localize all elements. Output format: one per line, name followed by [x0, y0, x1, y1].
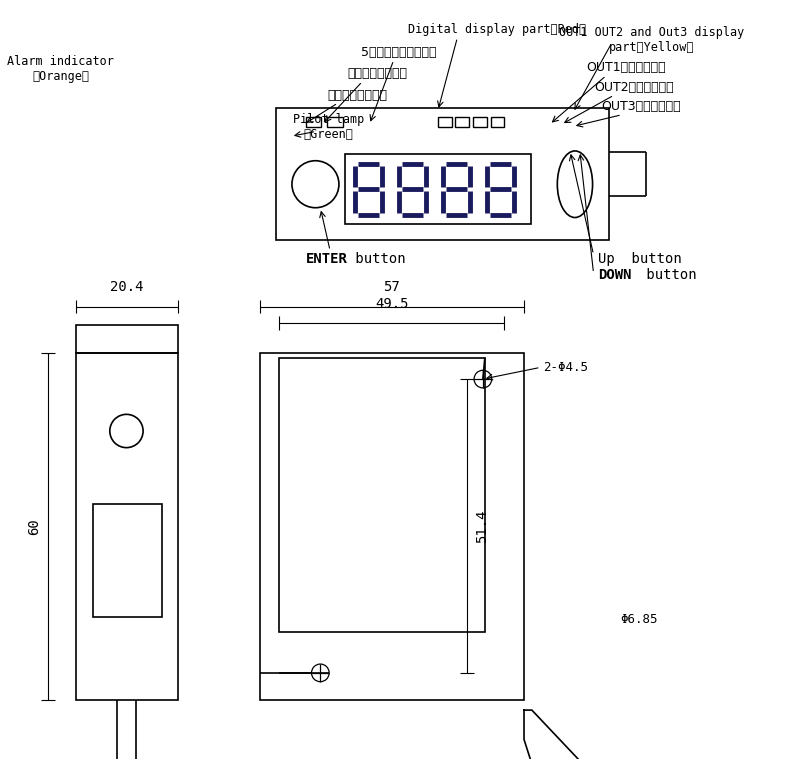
Text: 57: 57 — [384, 280, 400, 294]
Bar — [259, 353, 524, 700]
Text: 報警指示燈（橙）: 報警指示燈（橙） — [347, 67, 407, 80]
Bar — [473, 117, 486, 127]
Text: Alarm indicator: Alarm indicator — [7, 55, 114, 68]
Text: button: button — [347, 252, 406, 265]
Text: OUT2顯示部（黃）: OUT2顯示部（黃） — [594, 81, 674, 94]
Text: 5位數字顯示部（紅）: 5位數字顯示部（紅） — [361, 45, 436, 58]
Bar — [456, 117, 469, 127]
Bar — [327, 117, 343, 127]
Text: OUT3顯示部（黃）: OUT3顯示部（黃） — [602, 100, 681, 114]
Text: button: button — [638, 268, 696, 282]
Text: Up  button: Up button — [599, 252, 682, 265]
Text: Pilot lamp: Pilot lamp — [292, 113, 364, 126]
Bar — [75, 353, 179, 700]
Bar — [280, 357, 485, 632]
Text: 20.4: 20.4 — [110, 280, 144, 294]
Text: （Green）: （Green） — [303, 128, 353, 141]
Text: part（Yellow）: part（Yellow） — [608, 41, 694, 54]
Text: DOWN: DOWN — [599, 268, 632, 282]
Text: 51.4: 51.4 — [475, 509, 489, 543]
Text: （Orange）: （Orange） — [32, 70, 90, 83]
Bar — [305, 117, 322, 127]
Bar — [438, 117, 452, 127]
Bar — [75, 325, 179, 353]
Text: 60: 60 — [27, 518, 41, 535]
Text: 49.5: 49.5 — [375, 297, 409, 311]
Text: OUT1 OUT2 and Out3 display: OUT1 OUT2 and Out3 display — [558, 26, 744, 39]
Bar — [345, 154, 531, 225]
Text: Digital display part（Red）: Digital display part（Red） — [407, 23, 586, 36]
Text: 2-Φ4.5: 2-Φ4.5 — [544, 360, 588, 374]
Text: 投光顯示燈（綠）: 投光顯示燈（綠） — [327, 89, 388, 101]
Text: Φ6.85: Φ6.85 — [620, 613, 658, 626]
Bar — [490, 117, 504, 127]
Bar — [276, 108, 609, 240]
Text: OUT1顯示部（黃）: OUT1顯示部（黃） — [586, 61, 666, 74]
Text: ENTER: ENTER — [305, 252, 347, 265]
Bar — [93, 505, 162, 617]
